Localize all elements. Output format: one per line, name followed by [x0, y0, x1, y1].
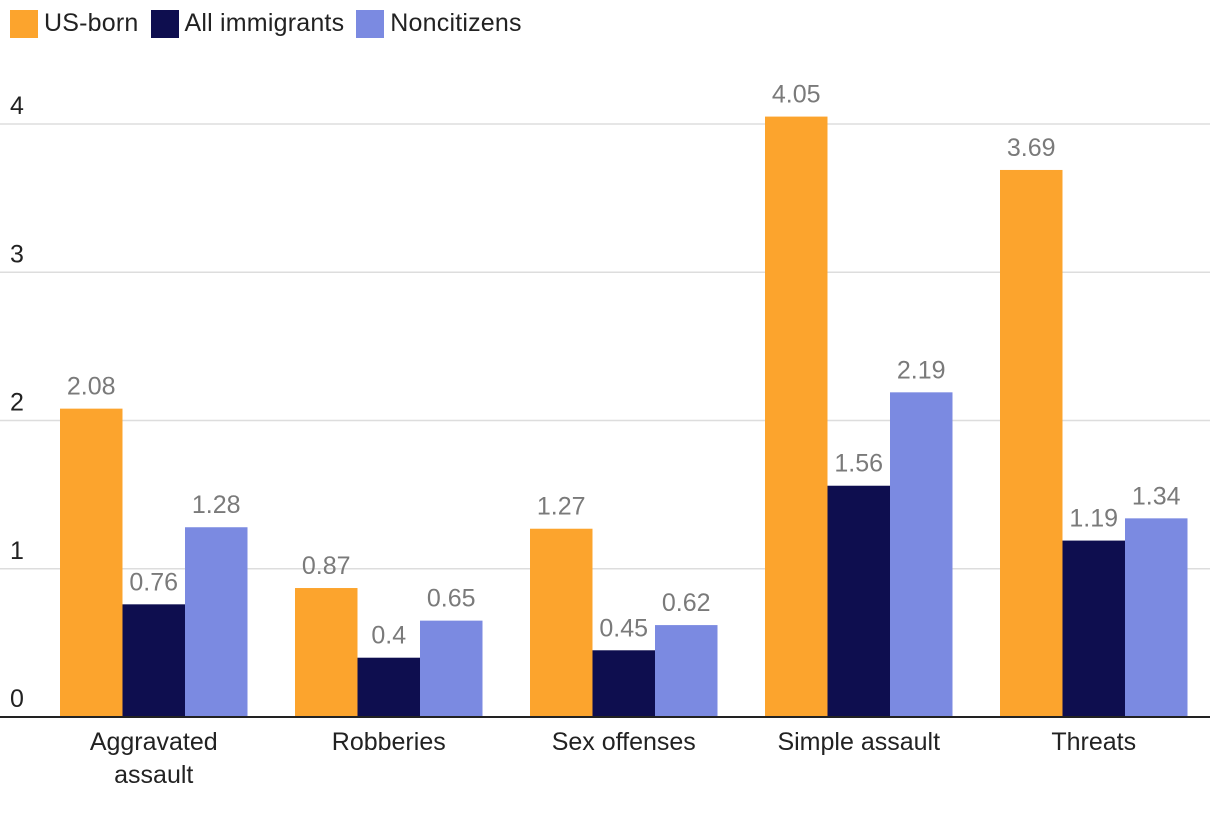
legend-label-all-immigrants: All immigrants — [184, 9, 345, 37]
bar-us-born — [765, 116, 828, 717]
legend-label-noncitizens: Noncitizens — [390, 9, 522, 37]
category-label: Sex offenses — [552, 728, 696, 756]
bar-noncitizens — [890, 392, 953, 717]
bar-all-immigrants — [1062, 540, 1125, 717]
bar-all-immigrants — [357, 657, 420, 717]
data-label: 1.34 — [1132, 482, 1181, 510]
data-label: 4.05 — [772, 81, 821, 109]
y-tick-label: 1 — [10, 537, 24, 565]
category-label: assault — [114, 761, 193, 789]
bar-us-born — [295, 588, 358, 717]
bar-all-immigrants — [592, 650, 655, 717]
legend-item-us-born: US-born — [10, 9, 139, 38]
legend-label-us-born: US-born — [44, 9, 139, 37]
bar-noncitizens — [185, 527, 248, 717]
data-label: 1.19 — [1069, 505, 1118, 533]
legend: US-born All immigrants Noncitizens — [10, 9, 534, 38]
legend-swatch-all-immigrants — [150, 9, 179, 38]
data-label: 2.19 — [897, 356, 946, 384]
y-tick-label: 0 — [10, 685, 24, 713]
bar-all-immigrants — [122, 604, 185, 717]
data-label: 0.76 — [129, 568, 178, 596]
category-label: Simple assault — [777, 728, 940, 756]
data-label: 0.45 — [599, 614, 648, 642]
data-label: 0.87 — [302, 552, 351, 580]
bar-noncitizens — [420, 620, 483, 717]
category-label: Threats — [1051, 728, 1136, 756]
data-label: 1.56 — [834, 450, 883, 478]
category-label: Aggravated — [90, 728, 218, 756]
data-label: 1.28 — [192, 491, 241, 519]
bar-all-immigrants — [827, 485, 890, 717]
data-label: 2.08 — [67, 373, 116, 401]
data-label: 0.62 — [662, 589, 711, 617]
legend-item-all-immigrants: All immigrants — [150, 9, 345, 38]
y-tick-label: 4 — [10, 92, 24, 120]
bar-noncitizens — [655, 625, 718, 717]
y-tick-label: 3 — [10, 240, 24, 268]
legend-swatch-noncitizens — [356, 9, 385, 38]
data-label: 0.4 — [371, 622, 406, 650]
legend-item-noncitizens: Noncitizens — [356, 9, 522, 38]
bar-us-born — [60, 408, 123, 717]
data-label: 0.65 — [427, 585, 476, 613]
bar-noncitizens — [1125, 518, 1188, 717]
bar-us-born — [530, 528, 593, 717]
bar-us-born — [1000, 169, 1063, 717]
category-label: Robberies — [332, 728, 446, 756]
legend-swatch-us-born — [10, 9, 38, 38]
y-tick-label: 2 — [10, 389, 24, 417]
data-label: 1.27 — [537, 493, 586, 521]
data-label: 3.69 — [1007, 134, 1056, 162]
